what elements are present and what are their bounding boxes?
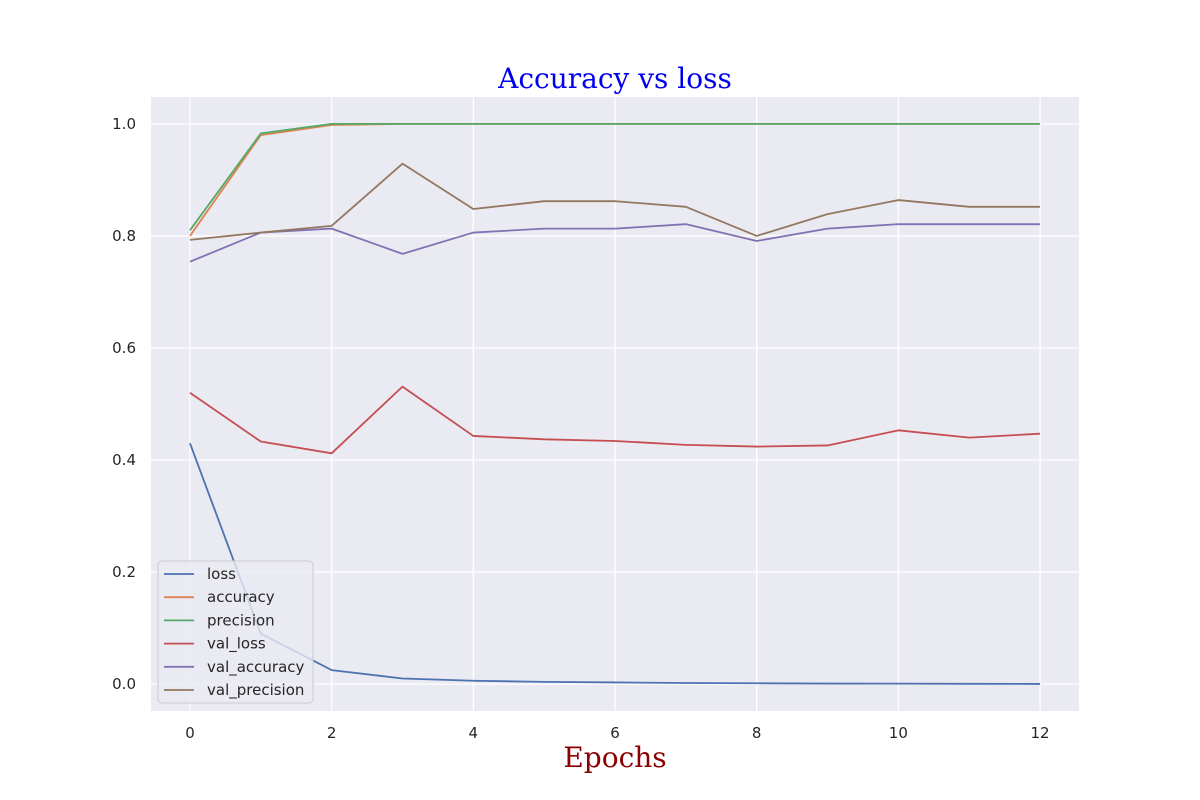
series-line-val-precision (189, 162, 1041, 241)
x-tick-label: 8 (752, 724, 762, 742)
y-tick-label: 1.0 (112, 115, 136, 133)
x-tick-label: 0 (185, 724, 195, 742)
x-tick-label: 6 (610, 724, 620, 742)
legend-label: loss (207, 565, 236, 583)
legend: loss accuracy precision val_loss val_accurac… (157, 560, 314, 704)
series-line-val-loss (189, 385, 1041, 455)
x-tick-label: 12 (1030, 724, 1049, 742)
chart-title: Accuracy vs loss (497, 62, 732, 95)
y-tick-label: 0.6 (112, 339, 136, 357)
y-tick-label: 0.4 (112, 451, 136, 469)
legend-item: precision (164, 611, 275, 629)
legend-item: accuracy (164, 588, 275, 606)
legend-item: loss (164, 565, 236, 583)
legend-item: val_loss (164, 635, 266, 654)
legend-label: val_loss (207, 635, 266, 654)
x-tick-label: 10 (889, 724, 908, 742)
x-axis-ticks: 0 2 4 6 8 10 12 (185, 724, 1049, 742)
legend-label: val_accuracy (207, 658, 305, 677)
x-axis-label: Epochs (563, 741, 666, 774)
legend-box (157, 560, 314, 704)
y-tick-label: 0.0 (112, 675, 136, 693)
series-line-precision (189, 122, 1041, 231)
x-tick-label: 2 (327, 724, 337, 742)
x-tick-label: 4 (469, 724, 479, 742)
legend-item: val_accuracy (164, 658, 305, 677)
legend-label: accuracy (207, 588, 275, 606)
legend-label: precision (207, 611, 275, 629)
y-tick-label: 0.2 (112, 563, 136, 581)
series-line-loss (189, 442, 1041, 685)
series-lines (189, 122, 1041, 685)
legend-item: val_precision (164, 681, 304, 700)
y-axis-ticks: 0.0 0.2 0.4 0.6 0.8 1.0 (112, 115, 136, 693)
y-tick-label: 0.8 (112, 227, 136, 245)
series-line-val-accuracy (189, 223, 1041, 263)
legend-label: val_precision (207, 681, 304, 700)
